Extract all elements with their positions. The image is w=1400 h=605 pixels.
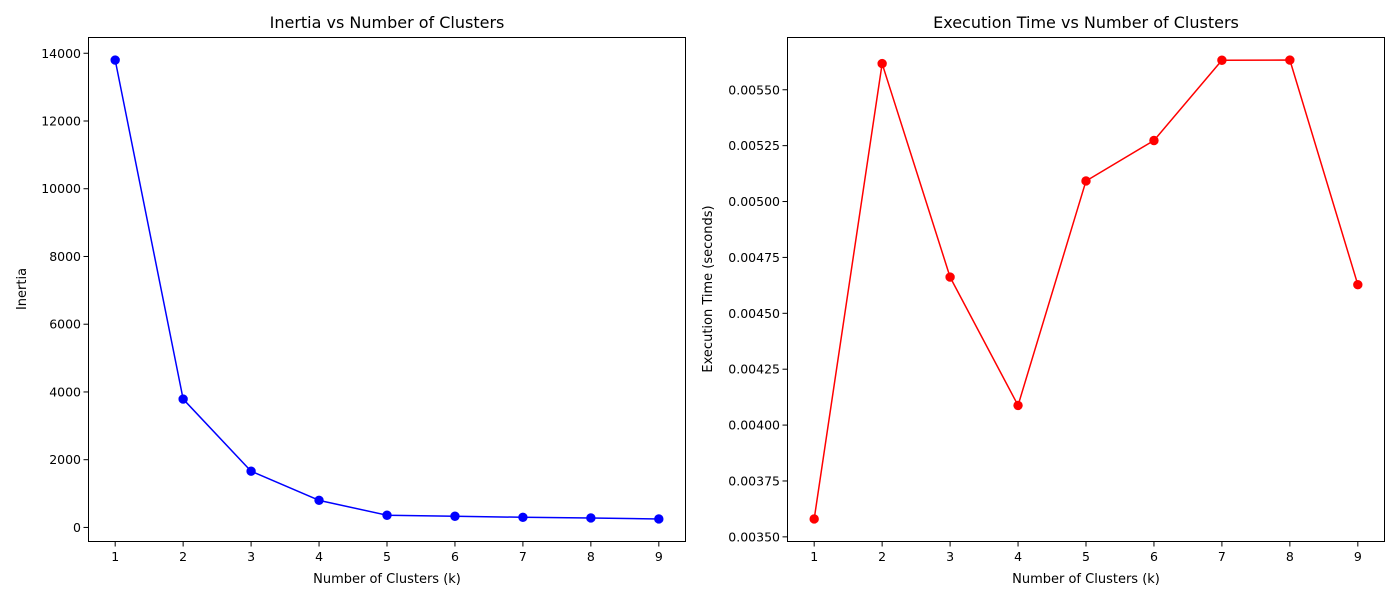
data-point: [178, 394, 188, 404]
execution-time-chart: Execution Time vs Number of Clusters Num…: [701, 13, 1385, 587]
y-tick-label: 0.00425: [728, 362, 780, 377]
y-axis-label: Inertia: [15, 268, 30, 310]
x-tick-label: 5: [1082, 549, 1090, 564]
y-tick-label: 0.00500: [728, 194, 780, 209]
axis-ticks: 1 2 3 4 5 6 7 8 9 0 2000 4000 6000 8000 10000 12000 1400…: [41, 46, 663, 564]
plot-frame: [88, 37, 686, 542]
x-tick-label: 2: [878, 549, 886, 564]
x-tick-label: 4: [1014, 549, 1022, 564]
x-tick-label: 2: [179, 549, 187, 564]
y-axis-label: Execution Time (seconds): [701, 205, 716, 372]
x-tick-label: 8: [1286, 549, 1294, 564]
data-point: [877, 58, 887, 69]
x-tick-label: 7: [519, 549, 527, 564]
data-point: [314, 495, 324, 506]
inertia-chart: Inertia vs Number of Clusters Number of …: [15, 13, 686, 587]
x-tick-label: 3: [946, 549, 954, 564]
y-tick-label: 4000: [49, 384, 81, 399]
chart-title: Inertia vs Number of Clusters: [270, 13, 505, 32]
x-tick-label: 8: [587, 549, 595, 564]
data-point: [450, 511, 460, 521]
data-point: [1149, 135, 1159, 146]
data-point: [246, 466, 256, 476]
chart-title: Execution Time vs Number of Clusters: [933, 13, 1239, 32]
x-tick-label: 3: [247, 549, 255, 564]
y-tick-label: 0.00550: [728, 82, 780, 97]
y-tick-label: 2000: [49, 452, 81, 467]
x-tick-label: 6: [1150, 549, 1158, 564]
x-tick-label: 7: [1218, 549, 1226, 564]
data-points: [110, 55, 664, 524]
x-tick-label: 4: [315, 549, 323, 564]
data-point: [1285, 55, 1295, 65]
data-point: [1217, 55, 1227, 65]
y-tick-label: 6000: [49, 317, 81, 332]
y-tick-label: 0.00375: [728, 473, 780, 488]
y-tick-label: 8000: [49, 249, 81, 264]
y-tick-label: 0.00400: [728, 418, 780, 433]
x-axis-label: Number of Clusters (k): [313, 572, 461, 587]
y-tick-label: 0.00525: [728, 138, 780, 153]
y-tick-label: 12000: [41, 113, 81, 128]
x-tick-label: 6: [451, 549, 459, 564]
data-point: [654, 514, 664, 524]
x-tick-label: 1: [111, 549, 119, 564]
data-point: [1353, 279, 1363, 290]
data-point: [382, 510, 392, 520]
y-tick-label: 0: [73, 520, 81, 535]
data-point: [1013, 400, 1023, 411]
axis-ticks: 1 2 3 4 5 6 7 8 9 0.00350 0.00375 0.00400 0.00425 0.0…: [728, 82, 1362, 564]
data-point: [945, 272, 955, 282]
y-tick-label: 14000: [41, 46, 81, 61]
x-tick-label: 1: [810, 549, 818, 564]
y-tick-label: 0.00350: [728, 529, 780, 544]
x-tick-label: 9: [655, 549, 663, 564]
x-tick-label: 5: [383, 549, 391, 564]
y-tick-label: 10000: [41, 181, 81, 196]
plot-frame: [787, 37, 1385, 542]
data-point: [518, 512, 528, 522]
data-points: [809, 55, 1363, 524]
data-point: [586, 513, 596, 523]
x-axis-label: Number of Clusters (k): [1012, 572, 1160, 587]
x-tick-label: 9: [1354, 549, 1362, 564]
data-point: [809, 514, 819, 524]
data-point: [1081, 176, 1091, 186]
data-point: [110, 55, 120, 65]
y-tick-label: 0.00475: [728, 250, 780, 265]
y-tick-label: 0.00450: [728, 306, 780, 321]
